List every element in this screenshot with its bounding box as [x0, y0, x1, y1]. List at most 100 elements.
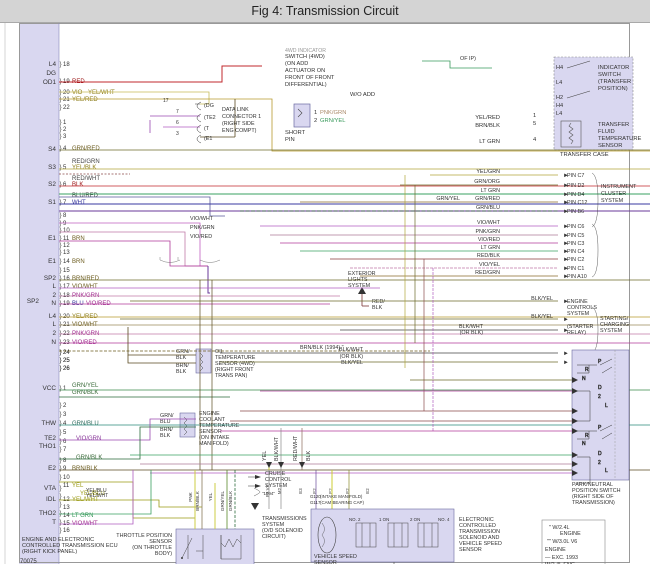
svg-text:D: D	[598, 385, 602, 391]
svg-text:FRONT OF FRONT: FRONT OF FRONT	[285, 75, 335, 81]
svg-text:E2: E2	[365, 488, 370, 494]
svg-text:TRANSFER CASE: TRANSFER CASE	[560, 152, 609, 158]
svg-text:IDL: IDL	[46, 496, 56, 503]
svg-text:LT GRN: LT GRN	[479, 139, 500, 145]
svg-text:THO1: THO1	[39, 443, 56, 450]
svg-text:L4: L4	[556, 80, 562, 86]
svg-text:L: L	[52, 283, 56, 290]
svg-text:(T: (T	[204, 126, 210, 132]
svg-text:BLK/WHT: BLK/WHT	[274, 436, 280, 461]
svg-text:2: 2	[314, 118, 317, 124]
svg-text:SENSOR: SENSOR	[598, 143, 622, 149]
svg-text:SP2: SP2	[27, 298, 40, 305]
svg-text:16: 16	[63, 528, 70, 534]
svg-text:SWITCH (4WD): SWITCH (4WD)	[285, 54, 325, 60]
svg-text:VIO/RED: VIO/RED	[190, 234, 212, 240]
svg-text:BLK: BLK	[176, 369, 187, 375]
svg-text:VIO/GRN: VIO/GRN	[76, 436, 101, 442]
svg-text:BRN/BLK (1994) ": BRN/BLK (1994) "	[300, 345, 344, 351]
svg-text:SHORT: SHORT	[285, 130, 306, 136]
svg-text:PIN C2: PIN C2	[567, 257, 584, 263]
svg-text:VIO/WHT: VIO/WHT	[72, 284, 98, 290]
svg-text:N: N	[582, 376, 586, 382]
svg-text:TRANS PAN): TRANS PAN)	[215, 373, 247, 379]
svg-text:10: 10	[63, 228, 70, 234]
svg-text:GRN/BLK: GRN/BLK	[76, 455, 102, 461]
svg-text:70075: 70075	[20, 559, 37, 564]
svg-text:1: 1	[63, 386, 67, 392]
svg-text:22: 22	[63, 105, 70, 111]
svg-text:BRN/BLK: BRN/BLK	[195, 490, 200, 511]
svg-text:2: 2	[63, 127, 67, 133]
svg-text:15: 15	[63, 268, 70, 274]
svg-text:3: 3	[63, 134, 67, 140]
svg-text:PIN D4: PIN D4	[567, 192, 584, 198]
svg-text:13: 13	[63, 250, 70, 256]
svg-text:PIN: PIN	[285, 137, 295, 143]
svg-text:2: 2	[52, 292, 56, 299]
svg-text:L: L	[52, 321, 56, 328]
svg-text:CIRCUIT): CIRCUIT)	[262, 534, 286, 540]
svg-text:"" W/3.0L V6: "" W/3.0L V6	[547, 539, 577, 545]
svg-text:E2: E2	[48, 465, 56, 472]
svg-text:― EXC. 1993: ― EXC. 1993	[545, 555, 578, 561]
svg-text:NO. 2: NO. 2	[349, 517, 361, 522]
svg-text:BLK: BLK	[372, 305, 383, 311]
svg-text:TRANSFER: TRANSFER	[598, 122, 629, 128]
svg-text:E1: E1	[48, 258, 56, 265]
svg-text:(E1: (E1	[204, 136, 212, 142]
svg-text:BLK/YEL: BLK/YEL	[341, 360, 363, 366]
svg-text:L4: L4	[556, 111, 562, 117]
svg-text:►: ►	[563, 351, 569, 357]
svg-text:BRN: BRN	[72, 259, 85, 265]
svg-text:(INTAKE MANIFOLD): (INTAKE MANIFOLD)	[320, 494, 363, 499]
svg-text:LT GRN: LT GRN	[106, 449, 125, 455]
svg-text:SENSOR: SENSOR	[314, 560, 337, 564]
svg-text:RELAY): RELAY)	[567, 330, 586, 336]
svg-text:RED/WHT: RED/WHT	[293, 435, 299, 461]
svg-text:SYSTEM: SYSTEM	[567, 311, 590, 317]
svg-text:9: 9	[63, 221, 67, 227]
svg-text:3: 3	[63, 412, 67, 418]
svg-text:GRN/BLK: GRN/BLK	[228, 490, 233, 511]
svg-text:SYSTEM: SYSTEM	[600, 328, 623, 334]
svg-text:MANIFOLD): MANIFOLD)	[199, 441, 229, 447]
svg-text:1 ON: 1 ON	[379, 517, 389, 522]
svg-text:TRANSMISSION): TRANSMISSION)	[572, 500, 615, 506]
svg-text:GRN/YEL: GRN/YEL	[72, 383, 99, 389]
svg-text:YEL/RED: YEL/RED	[72, 97, 98, 103]
svg-text:TEMPERATURE: TEMPERATURE	[598, 136, 642, 142]
svg-text:BRN/RED: BRN/RED	[72, 276, 100, 282]
svg-text:SYSTEM: SYSTEM	[601, 198, 624, 204]
svg-text:VIO/YEL: VIO/YEL	[479, 262, 500, 268]
svg-text:THW: THW	[41, 420, 57, 427]
svg-text:GRN/ORG: GRN/ORG	[474, 179, 500, 185]
svg-text:YEL: YEL	[262, 451, 268, 461]
svg-text:(ON ADD: (ON ADD	[285, 61, 308, 67]
svg-text:D: D	[598, 451, 602, 457]
svg-text:RED/BLK: RED/BLK	[477, 253, 500, 259]
svg-text:2 ON: 2 ON	[410, 517, 420, 522]
svg-text:GRN/BLK: GRN/BLK	[72, 390, 98, 396]
svg-text:L4: L4	[49, 313, 57, 320]
svg-text:PIN D2: PIN D2	[567, 183, 584, 189]
svg-text:7: 7	[63, 200, 67, 206]
svg-text:YEL: YEL	[208, 492, 213, 501]
svg-text:PIN A10: PIN A10	[567, 274, 587, 280]
svg-text:L: L	[605, 403, 608, 409]
svg-text:2: 2	[63, 403, 67, 409]
svg-text:YEL: YEL	[72, 483, 84, 489]
svg-text:RED/GRN: RED/GRN	[475, 270, 500, 276]
svg-text:2: 2	[598, 460, 601, 466]
svg-text:(RIGHT SIDE: (RIGHT SIDE	[222, 121, 255, 127]
svg-text:20: 20	[63, 90, 70, 96]
svg-text:BLK: BLK	[176, 355, 187, 361]
svg-text:4: 4	[63, 146, 67, 152]
svg-text:5: 5	[533, 121, 536, 127]
svg-text:GRN/RED: GRN/RED	[72, 146, 100, 152]
svg-text:13: 13	[63, 505, 70, 511]
svg-text:10: 10	[63, 475, 70, 481]
svg-text:NO. 4: NO. 4	[438, 517, 450, 522]
svg-text:H4: H4	[556, 103, 563, 109]
svg-text:17: 17	[63, 284, 70, 290]
